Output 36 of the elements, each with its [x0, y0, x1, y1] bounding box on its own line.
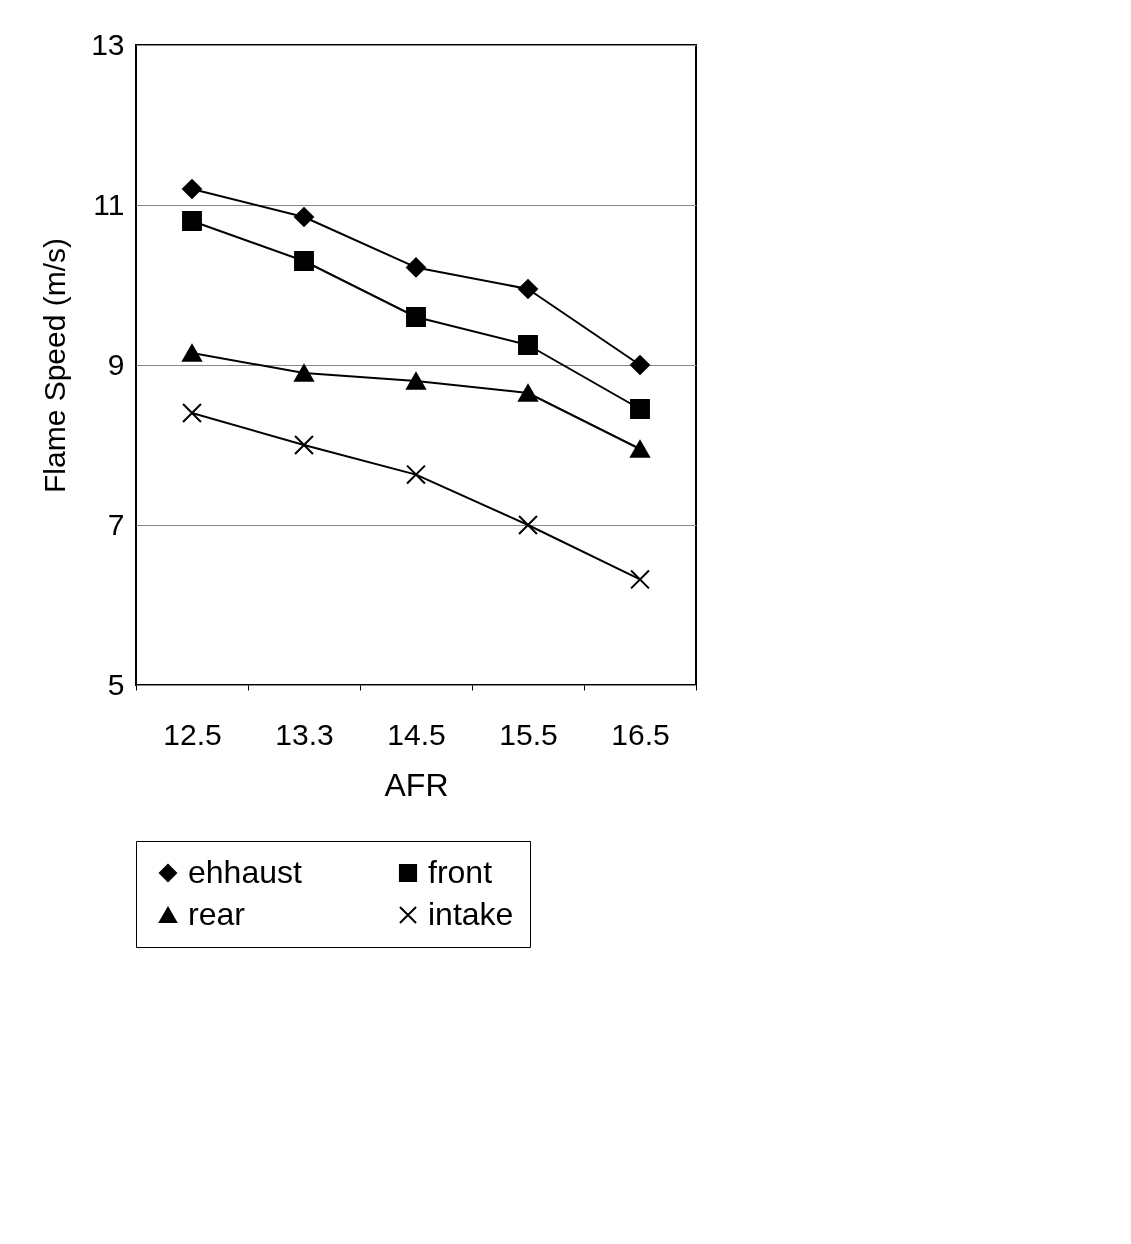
point: [518, 384, 538, 402]
point: [182, 344, 202, 362]
point: [294, 207, 314, 227]
y-tick-label: 7: [107, 507, 125, 541]
x-tick-label: 15.5: [499, 717, 558, 751]
point: [630, 355, 650, 375]
x-tick-label: 12.5: [163, 717, 222, 751]
point: [630, 569, 650, 590]
point: [518, 515, 538, 535]
x-tick-label: 14.5: [387, 717, 446, 751]
y-tick-label: 5: [107, 667, 125, 701]
point: [630, 440, 650, 458]
y-tick-label: 9: [107, 347, 125, 381]
legend-label: intake: [428, 896, 514, 932]
y-tick-label: 13: [91, 27, 125, 61]
point: [294, 251, 314, 271]
x-tick-label: 13.3: [275, 717, 334, 751]
y-axis-title: Flame Speed (m/s): [38, 237, 72, 494]
point: [294, 435, 314, 455]
point: [294, 364, 314, 382]
y-tick-label: 11: [93, 187, 125, 221]
legend-label: rear: [188, 896, 246, 932]
point: [182, 211, 202, 231]
point: [406, 464, 426, 485]
legend-label: ehhaust: [188, 854, 302, 890]
point: [406, 372, 426, 390]
point: [518, 335, 538, 355]
legend-label: front: [428, 854, 493, 890]
point: [630, 399, 650, 419]
point: [406, 307, 426, 327]
point: [518, 279, 538, 299]
point: [406, 257, 426, 278]
point: [182, 179, 202, 199]
x-tick-label: 16.5: [611, 717, 670, 751]
point: [182, 403, 202, 423]
x-axis-title: AFR: [384, 766, 449, 803]
